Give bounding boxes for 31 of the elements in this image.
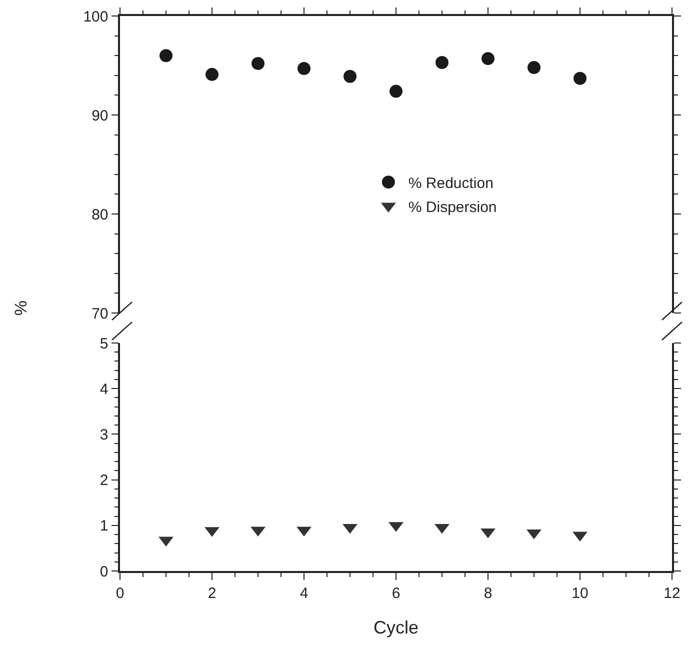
legend-label: % Dispersion xyxy=(408,198,497,216)
y-tick-label: 100 xyxy=(83,8,108,26)
point xyxy=(160,49,172,62)
y-tick-label: 2 xyxy=(100,472,108,490)
point xyxy=(482,52,494,66)
y-axis-title: % xyxy=(12,300,32,316)
legend-label: % Reduction xyxy=(408,174,494,192)
x-tick-label: 0 xyxy=(116,584,124,602)
point xyxy=(436,56,448,70)
x-tick-label: 8 xyxy=(484,584,492,602)
x-tick-label: 6 xyxy=(392,584,400,602)
x-tick-label: 4 xyxy=(300,584,308,602)
point xyxy=(344,70,356,83)
y-tick-label: 80 xyxy=(92,206,108,224)
y-tick-label: 70 xyxy=(92,305,108,322)
y-tick-label: 90 xyxy=(92,107,108,124)
y-tick-label: 1 xyxy=(100,518,108,535)
x-tick-label: 10 xyxy=(572,584,588,602)
x-axis-title: Cycle xyxy=(373,617,419,638)
point xyxy=(528,60,540,74)
point xyxy=(206,68,218,81)
point xyxy=(252,57,264,70)
point xyxy=(298,62,310,75)
y-tick-label: 4 xyxy=(100,380,108,398)
point xyxy=(574,72,586,85)
y-tick-label: 0 xyxy=(100,563,108,580)
x-tick-label: 2 xyxy=(208,584,216,602)
y-tick-label: 3 xyxy=(100,426,108,444)
x-tick-label: 12 xyxy=(664,584,680,602)
y-tick-label: 5 xyxy=(100,335,108,352)
point xyxy=(390,84,402,98)
